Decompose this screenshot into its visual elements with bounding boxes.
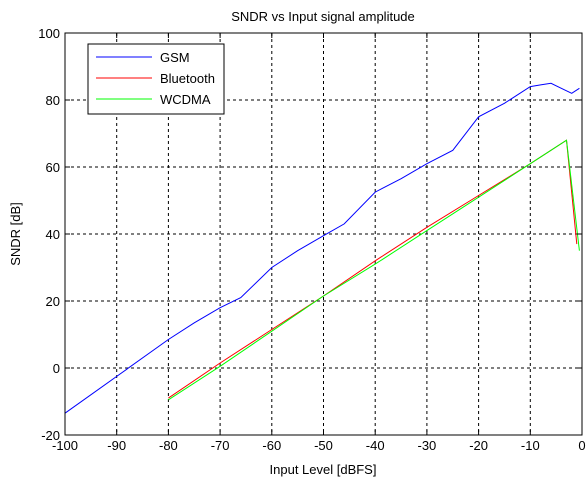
legend: GSM Bluetooth WCDMA bbox=[87, 43, 225, 115]
legend-box bbox=[87, 43, 225, 115]
x-tick-label: -60 bbox=[262, 438, 281, 453]
y-tick-label: 20 bbox=[46, 294, 60, 309]
legend-label-wcdma: WCDMA bbox=[160, 92, 211, 107]
y-tick-label: 40 bbox=[46, 227, 60, 242]
x-tick-label: -10 bbox=[521, 438, 540, 453]
x-axis-title: Input Level [dBFS] bbox=[270, 462, 377, 477]
y-axis-title: SNDR [dB] bbox=[8, 202, 23, 266]
x-tick-label: -40 bbox=[366, 438, 385, 453]
y-tick-label: -20 bbox=[41, 428, 60, 443]
y-tick-label: 80 bbox=[46, 93, 60, 108]
axis-ticks: -100 -90 -80 -70 -60 -50 -40 -30 -20 -10 0-2002040… bbox=[38, 26, 585, 453]
chart-title: SNDR vs Input signal amplitude bbox=[231, 9, 415, 24]
y-tick-label: 60 bbox=[46, 160, 60, 175]
x-tick-label: -100 bbox=[52, 438, 78, 453]
x-tick-label: -70 bbox=[211, 438, 230, 453]
x-tick-label: -20 bbox=[469, 438, 488, 453]
series-line-wcdma bbox=[168, 139, 580, 401]
series-lines bbox=[64, 82, 580, 414]
x-tick-label: -90 bbox=[107, 438, 126, 453]
x-tick-label: 0 bbox=[578, 438, 585, 453]
x-tick-label: -50 bbox=[314, 438, 333, 453]
y-tick-label: 0 bbox=[53, 361, 60, 376]
x-tick-label: -30 bbox=[418, 438, 437, 453]
legend-label-bluetooth: Bluetooth bbox=[160, 71, 215, 86]
x-tick-label: -80 bbox=[159, 438, 178, 453]
legend-label-gsm: GSM bbox=[160, 50, 190, 65]
series-line-gsm bbox=[64, 82, 580, 414]
y-tick-label: 100 bbox=[38, 26, 60, 41]
